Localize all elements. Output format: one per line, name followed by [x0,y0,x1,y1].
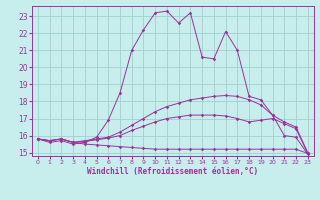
X-axis label: Windchill (Refroidissement éolien,°C): Windchill (Refroidissement éolien,°C) [87,167,258,176]
